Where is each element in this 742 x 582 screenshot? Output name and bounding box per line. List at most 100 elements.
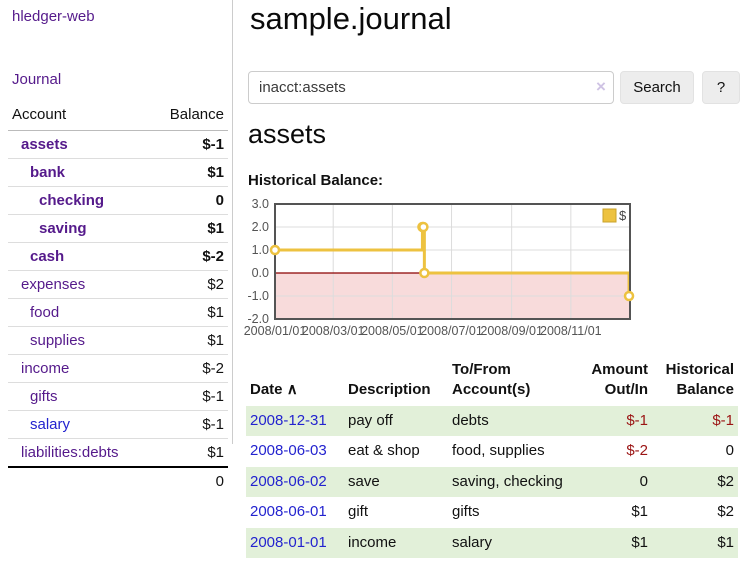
account-row: liabilities:debts $1 (8, 438, 228, 468)
account-row: checking 0 (8, 186, 228, 215)
account-link[interactable]: gifts (30, 388, 58, 405)
register-header-date-label: Date (250, 381, 283, 399)
account-row: supplies $1 (8, 326, 228, 355)
svg-text:0.0: 0.0 (252, 266, 269, 280)
page-title: sample.journal (250, 1, 452, 36)
svg-text:2008/09/01: 2008/09/01 (480, 324, 543, 338)
svg-text:-1.0: -1.0 (247, 289, 269, 303)
accounts-total-row: 0 (8, 466, 228, 495)
accounts-tree-table: Account Balance assets $-1 bank $1 check… (8, 104, 228, 495)
transaction-amount: $-2 (626, 442, 648, 459)
sidebar-item-journal[interactable]: Journal (12, 71, 62, 88)
account-balance: $2 (148, 270, 228, 299)
transaction-description: pay off (348, 411, 393, 429)
help-button[interactable]: ? (702, 71, 740, 104)
transaction-row: 2008-06-03 eat & shop food, supplies $-2… (246, 436, 738, 467)
account-row: bank $1 (8, 158, 228, 187)
transaction-description: save (348, 472, 380, 490)
account-link[interactable]: bank (30, 164, 66, 181)
transaction-balance: $2 (717, 472, 734, 490)
account-balance: $1 (148, 158, 228, 187)
legend-label: $ (619, 208, 627, 223)
svg-text:3.0: 3.0 (252, 197, 269, 211)
account-row: cash $-2 (8, 242, 228, 271)
transaction-date-link[interactable]: 2008-01-01 (250, 533, 327, 551)
historical-balance-chart: $3.0 2.0 1.0 0.0 -1.0 -2.02008/01/012008/03/0… (244, 197, 635, 338)
search-button[interactable]: Search (620, 71, 694, 104)
transaction-accounts: saving, checking (452, 472, 563, 490)
transaction-accounts: salary (452, 533, 493, 551)
accounts-total-balance: 0 (148, 466, 228, 495)
account-balance: $1 (148, 326, 228, 355)
account-link[interactable]: salary (30, 416, 71, 433)
register-table: Date ∧ Description To/From Account(s) Am… (246, 358, 738, 558)
account-row: gifts $-1 (8, 382, 228, 411)
current-account-heading: assets (248, 119, 327, 149)
svg-text:2.0: 2.0 (252, 220, 269, 234)
account-link[interactable]: saving (39, 220, 87, 237)
transaction-row: 2008-06-02 save saving, checking 0 $2 (246, 466, 738, 497)
account-row: saving $1 (8, 214, 228, 243)
transaction-date-link[interactable]: 2008-06-02 (250, 472, 327, 490)
account-link[interactable]: supplies (30, 332, 86, 349)
account-balance: $-1 (148, 130, 228, 159)
register-header-row: Date ∧ Description To/From Account(s) Am… (246, 358, 738, 406)
account-balance: $1 (148, 298, 228, 327)
transaction-balance: $2 (717, 503, 734, 520)
account-link[interactable]: assets (21, 136, 68, 153)
transaction-date-link[interactable]: 2008-06-03 (250, 442, 327, 459)
account-row: salary $-1 (8, 410, 228, 439)
svg-text:2008/01/01: 2008/01/01 (244, 324, 307, 338)
transaction-accounts: food, supplies (452, 442, 545, 459)
account-balance: $-2 (148, 242, 228, 271)
account-row: income $-2 (8, 354, 228, 383)
transaction-row: 2008-12-31 pay off debts $-1 $-1 (246, 405, 738, 436)
transaction-description: income (348, 533, 397, 551)
clear-search-icon[interactable]: × (596, 77, 606, 96)
transaction-date-link[interactable]: 2008-12-31 (250, 411, 327, 429)
register-header-balance: Historical Balance (665, 361, 734, 399)
search-input[interactable] (248, 71, 614, 104)
account-row: expenses $2 (8, 270, 228, 299)
legend-swatch (602, 208, 617, 223)
svg-text:1.0: 1.0 (252, 243, 269, 257)
chart-title: Historical Balance: (248, 172, 384, 189)
account-row: assets $-1 (8, 130, 228, 159)
account-balance: $-1 (148, 410, 228, 439)
transaction-balance: $-1 (712, 411, 734, 429)
transaction-accounts: gifts (452, 503, 480, 520)
transaction-balance: $1 (717, 533, 734, 551)
account-link[interactable]: checking (39, 192, 105, 209)
accounts-header-row: Account Balance (8, 104, 228, 131)
app-title-link[interactable]: hledger-web (12, 8, 95, 25)
register-header-date[interactable]: Date ∧ (246, 358, 348, 406)
transaction-row: 2008-06-01 gift gifts $1 $2 (246, 497, 738, 528)
transaction-accounts: debts (452, 411, 489, 429)
account-balance: $-2 (148, 354, 228, 383)
transaction-description: eat & shop (348, 442, 420, 459)
accounts-header-account: Account (8, 104, 149, 131)
transaction-description: gift (348, 503, 369, 520)
transaction-row: 2008-01-01 income salary $1 $1 (246, 527, 738, 558)
account-link[interactable]: income (21, 360, 70, 377)
transaction-amount: $-1 (626, 411, 648, 429)
account-link[interactable]: food (30, 304, 60, 321)
account-row: food $1 (8, 298, 228, 327)
account-link[interactable]: liabilities:debts (21, 444, 119, 461)
transaction-amount: $1 (631, 533, 648, 551)
accounts-header-balance: Balance (148, 104, 228, 131)
transaction-balance: 0 (725, 442, 734, 459)
svg-text:-2.0: -2.0 (247, 312, 269, 326)
sort-asc-icon: ∧ (286, 381, 298, 399)
transaction-date-link[interactable]: 2008-06-01 (250, 503, 327, 520)
account-balance: $1 (148, 438, 228, 468)
account-link[interactable]: cash (30, 248, 65, 265)
svg-text:2008/05/01: 2008/05/01 (361, 324, 424, 338)
transaction-amount: $1 (631, 503, 648, 520)
accounts-total-spacer (8, 466, 149, 495)
account-balance: $-1 (148, 382, 228, 411)
account-balance: 0 (148, 186, 228, 215)
register-header-amount: Amount Out/In (591, 361, 648, 399)
account-link[interactable]: expenses (21, 276, 86, 293)
transaction-amount: 0 (639, 472, 648, 490)
